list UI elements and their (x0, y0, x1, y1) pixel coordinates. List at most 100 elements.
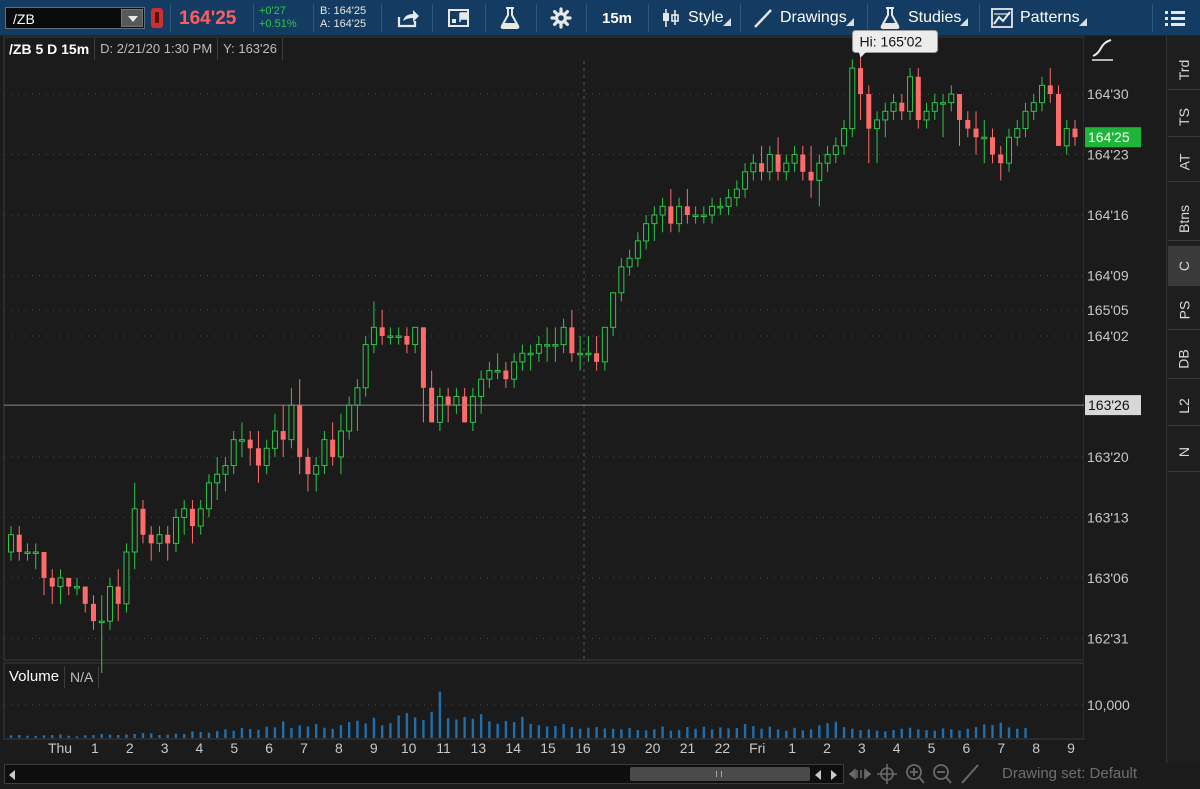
chart-style-icon[interactable] (1090, 38, 1116, 62)
scroll-back-icon[interactable] (815, 770, 821, 780)
tab-btns[interactable]: Btns (1168, 197, 1200, 241)
tab-l2[interactable]: L2 (1168, 386, 1200, 426)
patterns-button[interactable]: Patterns (991, 5, 1087, 31)
candle-body (263, 447, 270, 467)
symbol-text[interactable]: /ZB (13, 11, 35, 27)
tab-trd[interactable]: Trd (1168, 50, 1200, 90)
volume-bar (463, 717, 466, 738)
flask-button[interactable] (499, 5, 521, 31)
time-tick-label: Thu (48, 740, 72, 756)
volume-bar (389, 723, 392, 738)
time-tick-label: 14 (505, 740, 521, 756)
chart-background (4, 37, 1084, 660)
tab-c[interactable]: C (1168, 246, 1200, 286)
zoom-in-icon[interactable] (906, 764, 925, 784)
candle-body (57, 577, 64, 588)
volume-bar (735, 728, 739, 738)
volume-bar (892, 730, 895, 738)
crosshair-price-marker: 163'26 (1088, 397, 1130, 413)
candle-body (247, 439, 253, 449)
volume-bar (562, 724, 565, 738)
studies-label[interactable]: Studies (908, 9, 962, 26)
time-scrollbar[interactable] (4, 764, 844, 784)
volume-bar (67, 735, 70, 738)
time-tick-label: 11 (436, 740, 451, 756)
aggregation-button[interactable]: 15m (602, 5, 632, 31)
candle-body (915, 76, 921, 120)
candle-body (725, 197, 732, 207)
candle-body (280, 431, 286, 440)
drawings-label[interactable]: Drawings (780, 9, 847, 26)
overlay-layer: 163'26 164'25 Hi: 165'02 (4, 29, 1141, 660)
alert-icon[interactable] (151, 8, 163, 28)
volume-bar (446, 718, 450, 738)
aggregation-label[interactable]: 15m (602, 9, 633, 27)
price-tick-label: 163'20 (1087, 449, 1129, 465)
volume-bar (752, 726, 755, 738)
scroll-forward-icon[interactable] (831, 770, 837, 780)
volume-bar (793, 727, 796, 738)
studies-flask-icon (880, 7, 900, 29)
volume-bar (785, 730, 788, 738)
chevron-down-icon[interactable] (121, 9, 143, 27)
zoom-out-icon[interactable] (933, 764, 952, 784)
candle-body (676, 205, 683, 225)
candle-body (692, 214, 699, 217)
candle-body (181, 508, 188, 518)
volume-bar (455, 719, 458, 738)
volume-bar (636, 730, 640, 738)
candle-body (305, 456, 311, 475)
volume-bar (958, 730, 961, 738)
volume-bar (702, 726, 706, 738)
candle-layer (8, 50, 1078, 673)
candle-body (420, 327, 426, 388)
candle-body (742, 171, 749, 190)
patterns-label[interactable]: Patterns (1020, 9, 1080, 26)
tab-label: Btns (1175, 204, 1192, 233)
price-tick-label: 165'05 (1087, 302, 1129, 318)
studies-button[interactable]: Studies (879, 5, 969, 31)
expand-horizontal-icon[interactable] (848, 768, 872, 780)
share-button[interactable] (396, 5, 420, 31)
style-label[interactable]: Style (688, 9, 724, 26)
settings-button[interactable] (550, 5, 572, 31)
volume-bar (867, 729, 870, 738)
tab-label: PS (1176, 300, 1192, 319)
candle-body (766, 154, 773, 173)
volume-bar (884, 731, 887, 738)
tab-db[interactable]: DB (1168, 339, 1200, 379)
symbol-selector[interactable]: /ZB (5, 7, 145, 29)
volume-bar (51, 735, 54, 738)
study-name[interactable]: /ZB 5 D 15m (4, 38, 96, 60)
draw-line-icon[interactable] (961, 764, 979, 784)
volume-bar (710, 729, 714, 738)
volume-bar (529, 723, 532, 738)
volume-bar (59, 734, 62, 738)
drawings-button[interactable]: Drawings (753, 5, 854, 31)
scroll-thumb[interactable] (630, 767, 810, 781)
tab-n[interactable]: N (1168, 432, 1200, 472)
volume-bar (438, 691, 442, 738)
time-tick-label: 15 (540, 740, 556, 756)
candle-body (197, 508, 204, 527)
volume-panel-background (3, 662, 1085, 740)
time-tick-label: 4 (893, 740, 901, 756)
volume-bar (875, 730, 879, 738)
tab-ts[interactable]: TS (1168, 97, 1200, 137)
crosshair-icon[interactable] (877, 764, 897, 784)
tab-ps[interactable]: PS (1168, 290, 1200, 330)
style-button[interactable]: Style (661, 5, 731, 31)
scroll-left-icon[interactable] (9, 770, 15, 780)
last-price: 164'25 (179, 8, 237, 29)
drawing-set-label[interactable]: Drawing set: Default (1002, 765, 1138, 782)
menu-button[interactable] (1163, 5, 1187, 31)
patterns-icon (991, 8, 1013, 28)
candle-body (973, 128, 979, 138)
volume-title[interactable]: Volume (4, 666, 66, 688)
time-tick-label: Fri (749, 740, 765, 756)
flag-button[interactable] (447, 5, 473, 31)
tab-at[interactable]: AT (1168, 142, 1200, 182)
candle-body (923, 110, 930, 121)
tab-label: DB (1175, 348, 1192, 369)
